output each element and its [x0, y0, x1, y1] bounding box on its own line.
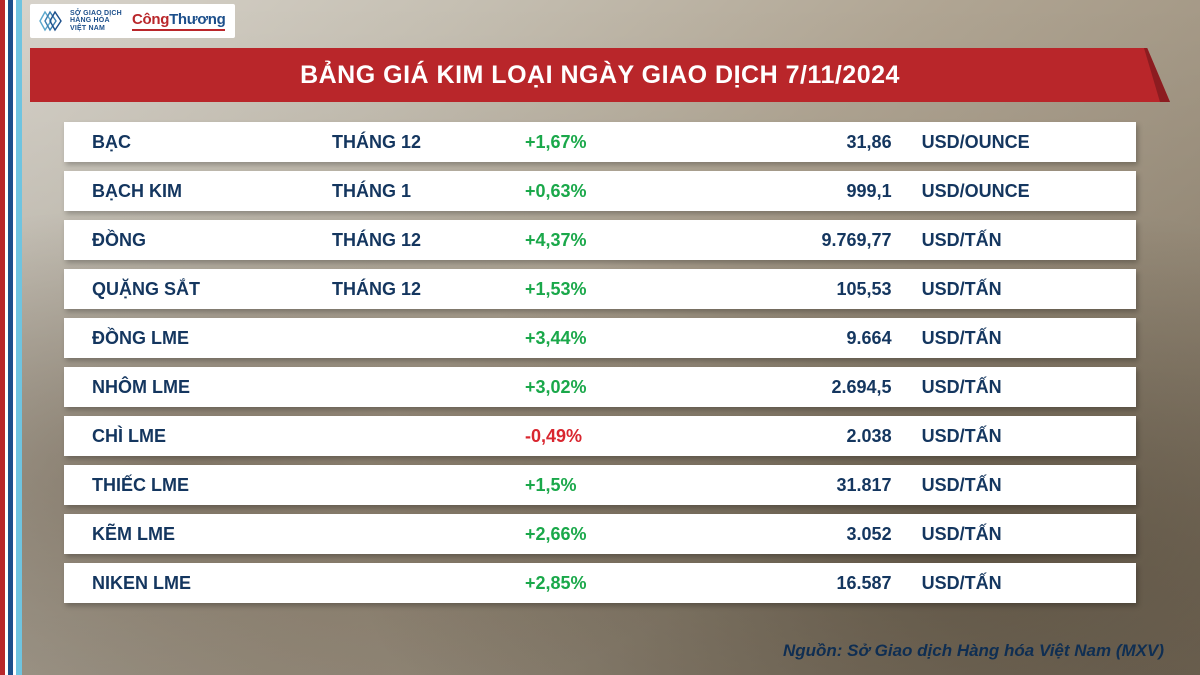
table-row: THIẾC LME +1,5%31.817USD/TẤN: [64, 465, 1136, 505]
logo-bar: SỞ GIAO DỊCH HÀNG HÓA VIỆT NAM CôngThươn…: [30, 4, 235, 38]
mxv-text: SỞ GIAO DỊCH HÀNG HÓA VIỆT NAM: [70, 10, 122, 32]
cell-price: 9.769,77: [707, 230, 921, 251]
mxv-hex-icon: [36, 8, 66, 34]
table-row: KẼM LME +2,66%3.052USD/TẤN: [64, 514, 1136, 554]
cell-price: 9.664: [707, 328, 921, 349]
mxv-line-3: VIỆT NAM: [70, 25, 122, 32]
cell-change: +4,37%: [525, 230, 707, 251]
cell-name: BẠC: [64, 132, 332, 153]
cell-period: THÁNG 12: [332, 132, 525, 153]
cell-name: NIKEN LME: [64, 573, 332, 594]
cell-change: +3,44%: [525, 328, 707, 349]
congthuong-logo: CôngThương: [132, 11, 226, 31]
cell-name: ĐỒNG: [64, 230, 332, 251]
table-row: NHÔM LME +3,02%2.694,5USD/TẤN: [64, 367, 1136, 407]
cell-name: NHÔM LME: [64, 377, 332, 398]
title-banner: BẢNG GIÁ KIM LOẠI NGÀY GIAO DỊCH 7/11/20…: [30, 48, 1170, 102]
table-row: CHÌ LME -0,49%2.038USD/TẤN: [64, 416, 1136, 456]
cell-unit: USD/TẤN: [922, 573, 1136, 594]
cell-change: +1,67%: [525, 132, 707, 153]
cell-name: ĐỒNG LME: [64, 328, 332, 349]
cell-unit: USD/OUNCE: [922, 132, 1136, 153]
cell-name: BẠCH KIM: [64, 181, 332, 202]
cell-unit: USD/TẤN: [922, 475, 1136, 496]
cell-unit: USD/TẤN: [922, 524, 1136, 545]
table-row: QUẶNG SẮTTHÁNG 12+1,53%105,53USD/TẤN: [64, 269, 1136, 309]
cell-price: 2.038: [707, 426, 921, 447]
cell-price: 105,53: [707, 279, 921, 300]
cell-change: +3,02%: [525, 377, 707, 398]
cell-price: 16.587: [707, 573, 921, 594]
cell-price: 31.817: [707, 475, 921, 496]
cell-unit: USD/TẤN: [922, 230, 1136, 251]
table-row: NIKEN LME +2,85%16.587USD/TẤN: [64, 563, 1136, 603]
cell-unit: USD/TẤN: [922, 377, 1136, 398]
cell-price: 3.052: [707, 524, 921, 545]
cell-price: 2.694,5: [707, 377, 921, 398]
cell-unit: USD/TẤN: [922, 328, 1136, 349]
cell-period: THÁNG 12: [332, 279, 525, 300]
table-row: ĐỒNG LME +3,44%9.664USD/TẤN: [64, 318, 1136, 358]
page-title: BẢNG GIÁ KIM LOẠI NGÀY GIAO DỊCH 7/11/20…: [30, 48, 1170, 102]
table-row: ĐỒNGTHÁNG 12+4,37%9.769,77USD/TẤN: [64, 220, 1136, 260]
cell-period: THÁNG 1: [332, 181, 525, 202]
cell-name: THIẾC LME: [64, 475, 332, 496]
cell-name: CHÌ LME: [64, 426, 332, 447]
price-table: BẠCTHÁNG 12+1,67%31,86USD/OUNCEBẠCH KIMT…: [64, 122, 1136, 612]
cell-price: 999,1: [707, 181, 921, 202]
congthuong-part-a: Công: [132, 11, 169, 28]
cell-change: +2,85%: [525, 573, 707, 594]
cell-unit: USD/OUNCE: [922, 181, 1136, 202]
table-row: BẠCH KIMTHÁNG 1+0,63%999,1USD/OUNCE: [64, 171, 1136, 211]
cell-change: +1,5%: [525, 475, 707, 496]
cell-price: 31,86: [707, 132, 921, 153]
cell-period: THÁNG 12: [332, 230, 525, 251]
source-attribution: Nguồn: Sở Giao dịch Hàng hóa Việt Nam (M…: [783, 641, 1164, 661]
cell-change: +0,63%: [525, 181, 707, 202]
cell-name: KẼM LME: [64, 524, 332, 545]
cell-unit: USD/TẤN: [922, 279, 1136, 300]
cell-unit: USD/TẤN: [922, 426, 1136, 447]
cell-change: -0,49%: [525, 426, 707, 447]
left-accent-stripes: [0, 0, 22, 675]
mxv-logo: SỞ GIAO DỊCH HÀNG HÓA VIỆT NAM: [36, 8, 122, 34]
congthuong-part-b: Thương: [169, 11, 225, 28]
table-row: BẠCTHÁNG 12+1,67%31,86USD/OUNCE: [64, 122, 1136, 162]
cell-change: +1,53%: [525, 279, 707, 300]
cell-name: QUẶNG SẮT: [64, 279, 332, 300]
cell-change: +2,66%: [525, 524, 707, 545]
mxv-line-2: HÀNG HÓA: [70, 17, 122, 24]
